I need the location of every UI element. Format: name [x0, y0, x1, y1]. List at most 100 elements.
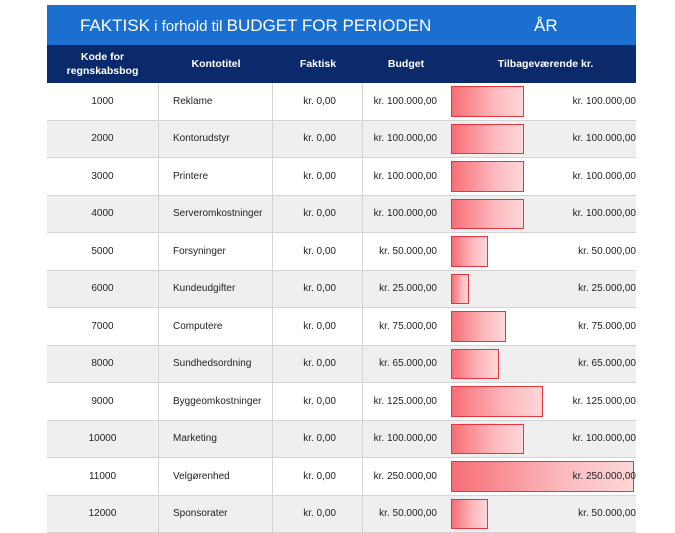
- cell-account-title[interactable]: Sponsorater: [158, 496, 273, 533]
- table-header: Kode for regnskabsbog Kontotitel Faktisk…: [47, 45, 636, 83]
- remaining-value: kr. 100.000,00: [573, 421, 636, 458]
- cell-account-title[interactable]: Velgørenhed: [158, 458, 273, 495]
- cell-account-title[interactable]: Kontorudstyr: [158, 121, 273, 158]
- remaining-data-bar: [451, 274, 469, 305]
- remaining-value: kr. 125.000,00: [573, 383, 636, 420]
- cell-code[interactable]: 5000: [47, 233, 158, 270]
- cell-actual[interactable]: kr. 0,00: [273, 496, 363, 533]
- remaining-value: kr. 100.000,00: [573, 121, 636, 158]
- cell-remaining[interactable]: kr. 100.000,00: [449, 83, 636, 120]
- cell-code[interactable]: 1000: [47, 83, 158, 120]
- cell-code[interactable]: 2000: [47, 121, 158, 158]
- cell-account-title[interactable]: Marketing: [158, 421, 273, 458]
- cell-actual[interactable]: kr. 0,00: [273, 271, 363, 308]
- cell-code[interactable]: 10000: [47, 421, 158, 458]
- remaining-value: kr. 250.000,00: [573, 458, 636, 495]
- cell-remaining[interactable]: kr. 100.000,00: [449, 158, 636, 195]
- cell-remaining[interactable]: kr. 50.000,00: [449, 233, 636, 270]
- cell-remaining[interactable]: kr. 125.000,00: [449, 383, 636, 420]
- cell-actual[interactable]: kr. 0,00: [273, 233, 363, 270]
- cell-actual[interactable]: kr. 0,00: [273, 308, 363, 345]
- title-mid: i forhold til: [150, 18, 227, 35]
- cell-account-title[interactable]: Sundhedsordning: [158, 346, 273, 383]
- cell-actual[interactable]: kr. 0,00: [273, 346, 363, 383]
- remaining-data-bar: [451, 124, 524, 155]
- cell-code[interactable]: 7000: [47, 308, 158, 345]
- cell-budget[interactable]: kr. 75.000,00: [363, 308, 449, 345]
- cell-code[interactable]: 9000: [47, 383, 158, 420]
- remaining-value: kr. 100.000,00: [573, 196, 636, 233]
- cell-actual[interactable]: kr. 0,00: [273, 83, 363, 120]
- remaining-value: kr. 65.000,00: [578, 346, 636, 383]
- header-account-title[interactable]: Kontotitel: [158, 57, 274, 71]
- cell-budget[interactable]: kr. 125.000,00: [363, 383, 449, 420]
- cell-code[interactable]: 4000: [47, 196, 158, 233]
- cell-budget[interactable]: kr. 100.000,00: [363, 158, 449, 195]
- cell-account-title[interactable]: Reklame: [158, 83, 273, 120]
- cell-budget[interactable]: kr. 250.000,00: [363, 458, 449, 495]
- cell-remaining[interactable]: kr. 100.000,00: [449, 421, 636, 458]
- remaining-value: kr. 25.000,00: [578, 271, 636, 308]
- remaining-value: kr. 50.000,00: [578, 233, 636, 270]
- cell-account-title[interactable]: Forsyninger: [158, 233, 273, 270]
- cell-remaining[interactable]: kr. 250.000,00: [449, 458, 636, 495]
- cell-remaining[interactable]: kr. 100.000,00: [449, 121, 636, 158]
- header-code[interactable]: Kode for regnskabsbog: [47, 50, 158, 78]
- cell-budget[interactable]: kr. 50.000,00: [363, 496, 449, 533]
- cell-actual[interactable]: kr. 0,00: [273, 421, 363, 458]
- header-budget[interactable]: Budget: [363, 57, 449, 71]
- cell-budget[interactable]: kr. 100.000,00: [363, 121, 449, 158]
- remaining-value: kr. 75.000,00: [578, 308, 636, 345]
- cell-remaining[interactable]: kr. 65.000,00: [449, 346, 636, 383]
- cell-actual[interactable]: kr. 0,00: [273, 383, 363, 420]
- cell-remaining[interactable]: kr. 100.000,00: [449, 196, 636, 233]
- cell-remaining[interactable]: kr. 75.000,00: [449, 308, 636, 345]
- cell-actual[interactable]: kr. 0,00: [273, 121, 363, 158]
- remaining-data-bar: [451, 386, 543, 417]
- cell-budget[interactable]: kr. 65.000,00: [363, 346, 449, 383]
- cell-code[interactable]: 11000: [47, 458, 158, 495]
- cell-budget[interactable]: kr. 100.000,00: [363, 196, 449, 233]
- remaining-data-bar: [451, 349, 499, 380]
- cell-account-title[interactable]: Computere: [158, 308, 273, 345]
- cell-budget[interactable]: kr. 100.000,00: [363, 421, 449, 458]
- cell-code[interactable]: 8000: [47, 346, 158, 383]
- cell-remaining[interactable]: kr. 50.000,00: [449, 496, 636, 533]
- cell-actual[interactable]: kr. 0,00: [273, 196, 363, 233]
- cell-account-title[interactable]: Printere: [158, 158, 273, 195]
- period-label[interactable]: ÅR: [534, 16, 558, 36]
- remaining-value: kr. 100.000,00: [573, 83, 636, 120]
- cell-budget[interactable]: kr. 50.000,00: [363, 233, 449, 270]
- cell-budget[interactable]: kr. 25.000,00: [363, 271, 449, 308]
- cell-code[interactable]: 6000: [47, 271, 158, 308]
- remaining-data-bar: [451, 236, 488, 267]
- title-lead: FAKTISK: [80, 16, 150, 35]
- remaining-value: kr. 50.000,00: [578, 496, 636, 533]
- remaining-data-bar: [451, 499, 488, 530]
- remaining-data-bar: [451, 161, 524, 192]
- cell-budget[interactable]: kr. 100.000,00: [363, 83, 449, 120]
- cell-actual[interactable]: kr. 0,00: [273, 158, 363, 195]
- cell-actual[interactable]: kr. 0,00: [273, 458, 363, 495]
- cell-code[interactable]: 3000: [47, 158, 158, 195]
- cell-account-title[interactable]: Byggeomkostninger: [158, 383, 273, 420]
- remaining-data-bar: [451, 311, 506, 342]
- cell-code[interactable]: 12000: [47, 496, 158, 533]
- cell-remaining[interactable]: kr. 25.000,00: [449, 271, 636, 308]
- cell-account-title[interactable]: Kundeudgifter: [158, 271, 273, 308]
- header-actual[interactable]: Faktisk: [273, 57, 363, 71]
- cell-account-title[interactable]: Serveromkostninger: [158, 196, 273, 233]
- header-remaining[interactable]: Tilbageværende kr.: [449, 57, 639, 71]
- remaining-value: kr. 100.000,00: [573, 158, 636, 195]
